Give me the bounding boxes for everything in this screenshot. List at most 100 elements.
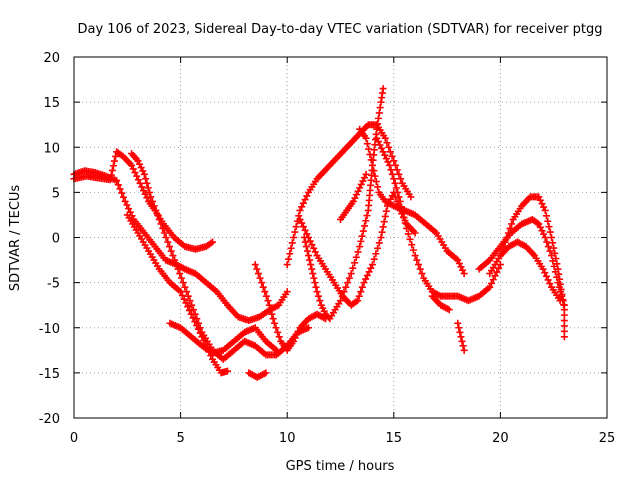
data-point-marker (108, 166, 116, 174)
y-tick-label: 5 (52, 186, 60, 201)
data-point-marker (504, 229, 512, 237)
data-point-marker (177, 274, 185, 282)
data-point-marker (162, 234, 170, 241)
data-point-marker (395, 193, 403, 201)
data-point-marker (272, 324, 280, 332)
data-point-marker (184, 292, 192, 300)
data-point-marker (357, 288, 365, 296)
data-point-marker (416, 265, 424, 273)
y-tick-label: 15 (43, 96, 60, 111)
data-point-marker (551, 249, 559, 257)
data-point-marker (303, 192, 311, 200)
data-point-marker (188, 301, 196, 309)
data-point-marker (365, 268, 373, 276)
data-point-marker (542, 212, 550, 220)
data-point-marker (164, 238, 172, 246)
data-point-marker (258, 279, 266, 287)
data-point-marker (148, 197, 156, 205)
data-point-marker (546, 280, 554, 288)
data-point-marker (376, 104, 384, 112)
series-track-i (300, 85, 387, 323)
data-point-marker (385, 143, 393, 151)
data-point-marker (367, 156, 375, 164)
axis-ticks: 0 5 10 15 20 25 -20 -15 -10 -5 0 5 10 15 20 (39, 51, 616, 446)
data-point-marker (106, 176, 114, 184)
data-point-marker (358, 283, 366, 291)
data-point-marker (147, 193, 155, 201)
data-point-marker (373, 125, 381, 133)
data-point-marker (200, 337, 208, 345)
data-point-marker (400, 214, 408, 222)
data-point-marker (305, 234, 313, 241)
data-point-marker (301, 196, 309, 204)
data-point-marker (413, 256, 421, 264)
data-point-marker (368, 161, 376, 169)
x-axis-label: GPS time / hours (286, 459, 395, 474)
data-point-marker (344, 279, 352, 287)
data-point-marker (123, 201, 131, 209)
x-tick-label: 10 (279, 431, 296, 446)
data-point-marker (295, 212, 303, 220)
data-point-marker (310, 274, 318, 282)
data-point-marker (254, 270, 262, 278)
y-tick-label: -10 (39, 322, 60, 337)
y-tick-label: 0 (52, 232, 60, 247)
data-point-marker (144, 184, 152, 192)
data-point-marker (401, 219, 409, 227)
data-point-marker (269, 315, 277, 323)
data-point-marker (303, 247, 311, 255)
data-point-marker (374, 183, 382, 191)
data-point-marker (351, 259, 359, 267)
data-point-marker (198, 333, 206, 341)
data-point-marker (337, 297, 344, 305)
data-point-marker (268, 310, 276, 318)
data-point-marker (191, 318, 199, 326)
data-point-marker (365, 145, 373, 153)
y-tick-label: 10 (43, 141, 60, 156)
data-marks (70, 85, 568, 381)
data-point-marker (296, 215, 304, 223)
data-point-marker (107, 171, 115, 179)
series-track-m (337, 170, 370, 223)
data-point-marker (176, 270, 184, 278)
data-point-marker (379, 223, 387, 231)
y-tick-label: -20 (39, 412, 60, 427)
data-point-marker (374, 114, 382, 122)
data-point-marker (306, 237, 314, 245)
data-point-marker (403, 224, 411, 232)
data-point-marker (560, 333, 568, 341)
data-point-marker (305, 324, 313, 332)
data-point-marker (311, 248, 319, 256)
data-point-marker (181, 283, 189, 291)
data-point-marker (145, 188, 153, 196)
series-track-n (428, 292, 453, 314)
data-point-marker (125, 205, 133, 213)
data-point-marker (262, 292, 270, 300)
data-point-marker (363, 271, 371, 279)
data-point-marker (134, 176, 142, 184)
data-point-marker (362, 217, 370, 225)
data-point-marker (287, 244, 295, 252)
data-point-marker (174, 265, 182, 273)
x-tick-label: 0 (70, 431, 78, 446)
data-point-marker (298, 219, 306, 227)
data-point-marker (264, 297, 272, 305)
data-point-marker (372, 250, 380, 258)
data-point-marker (313, 288, 321, 296)
data-point-marker (546, 228, 554, 236)
data-point-marker (390, 175, 398, 183)
data-point-marker (180, 295, 188, 303)
data-point-marker (224, 367, 232, 375)
data-point-marker (142, 175, 150, 183)
data-point-marker (140, 187, 148, 195)
data-point-marker (455, 324, 463, 332)
data-point-marker (265, 301, 273, 309)
data-point-marker (291, 228, 299, 236)
data-point-marker (298, 203, 306, 211)
data-point-marker (308, 265, 316, 273)
data-point-marker (392, 184, 400, 192)
data-point-marker (116, 185, 124, 193)
data-point-marker (309, 270, 317, 278)
data-point-marker (409, 246, 417, 254)
data-point-marker (286, 250, 294, 258)
